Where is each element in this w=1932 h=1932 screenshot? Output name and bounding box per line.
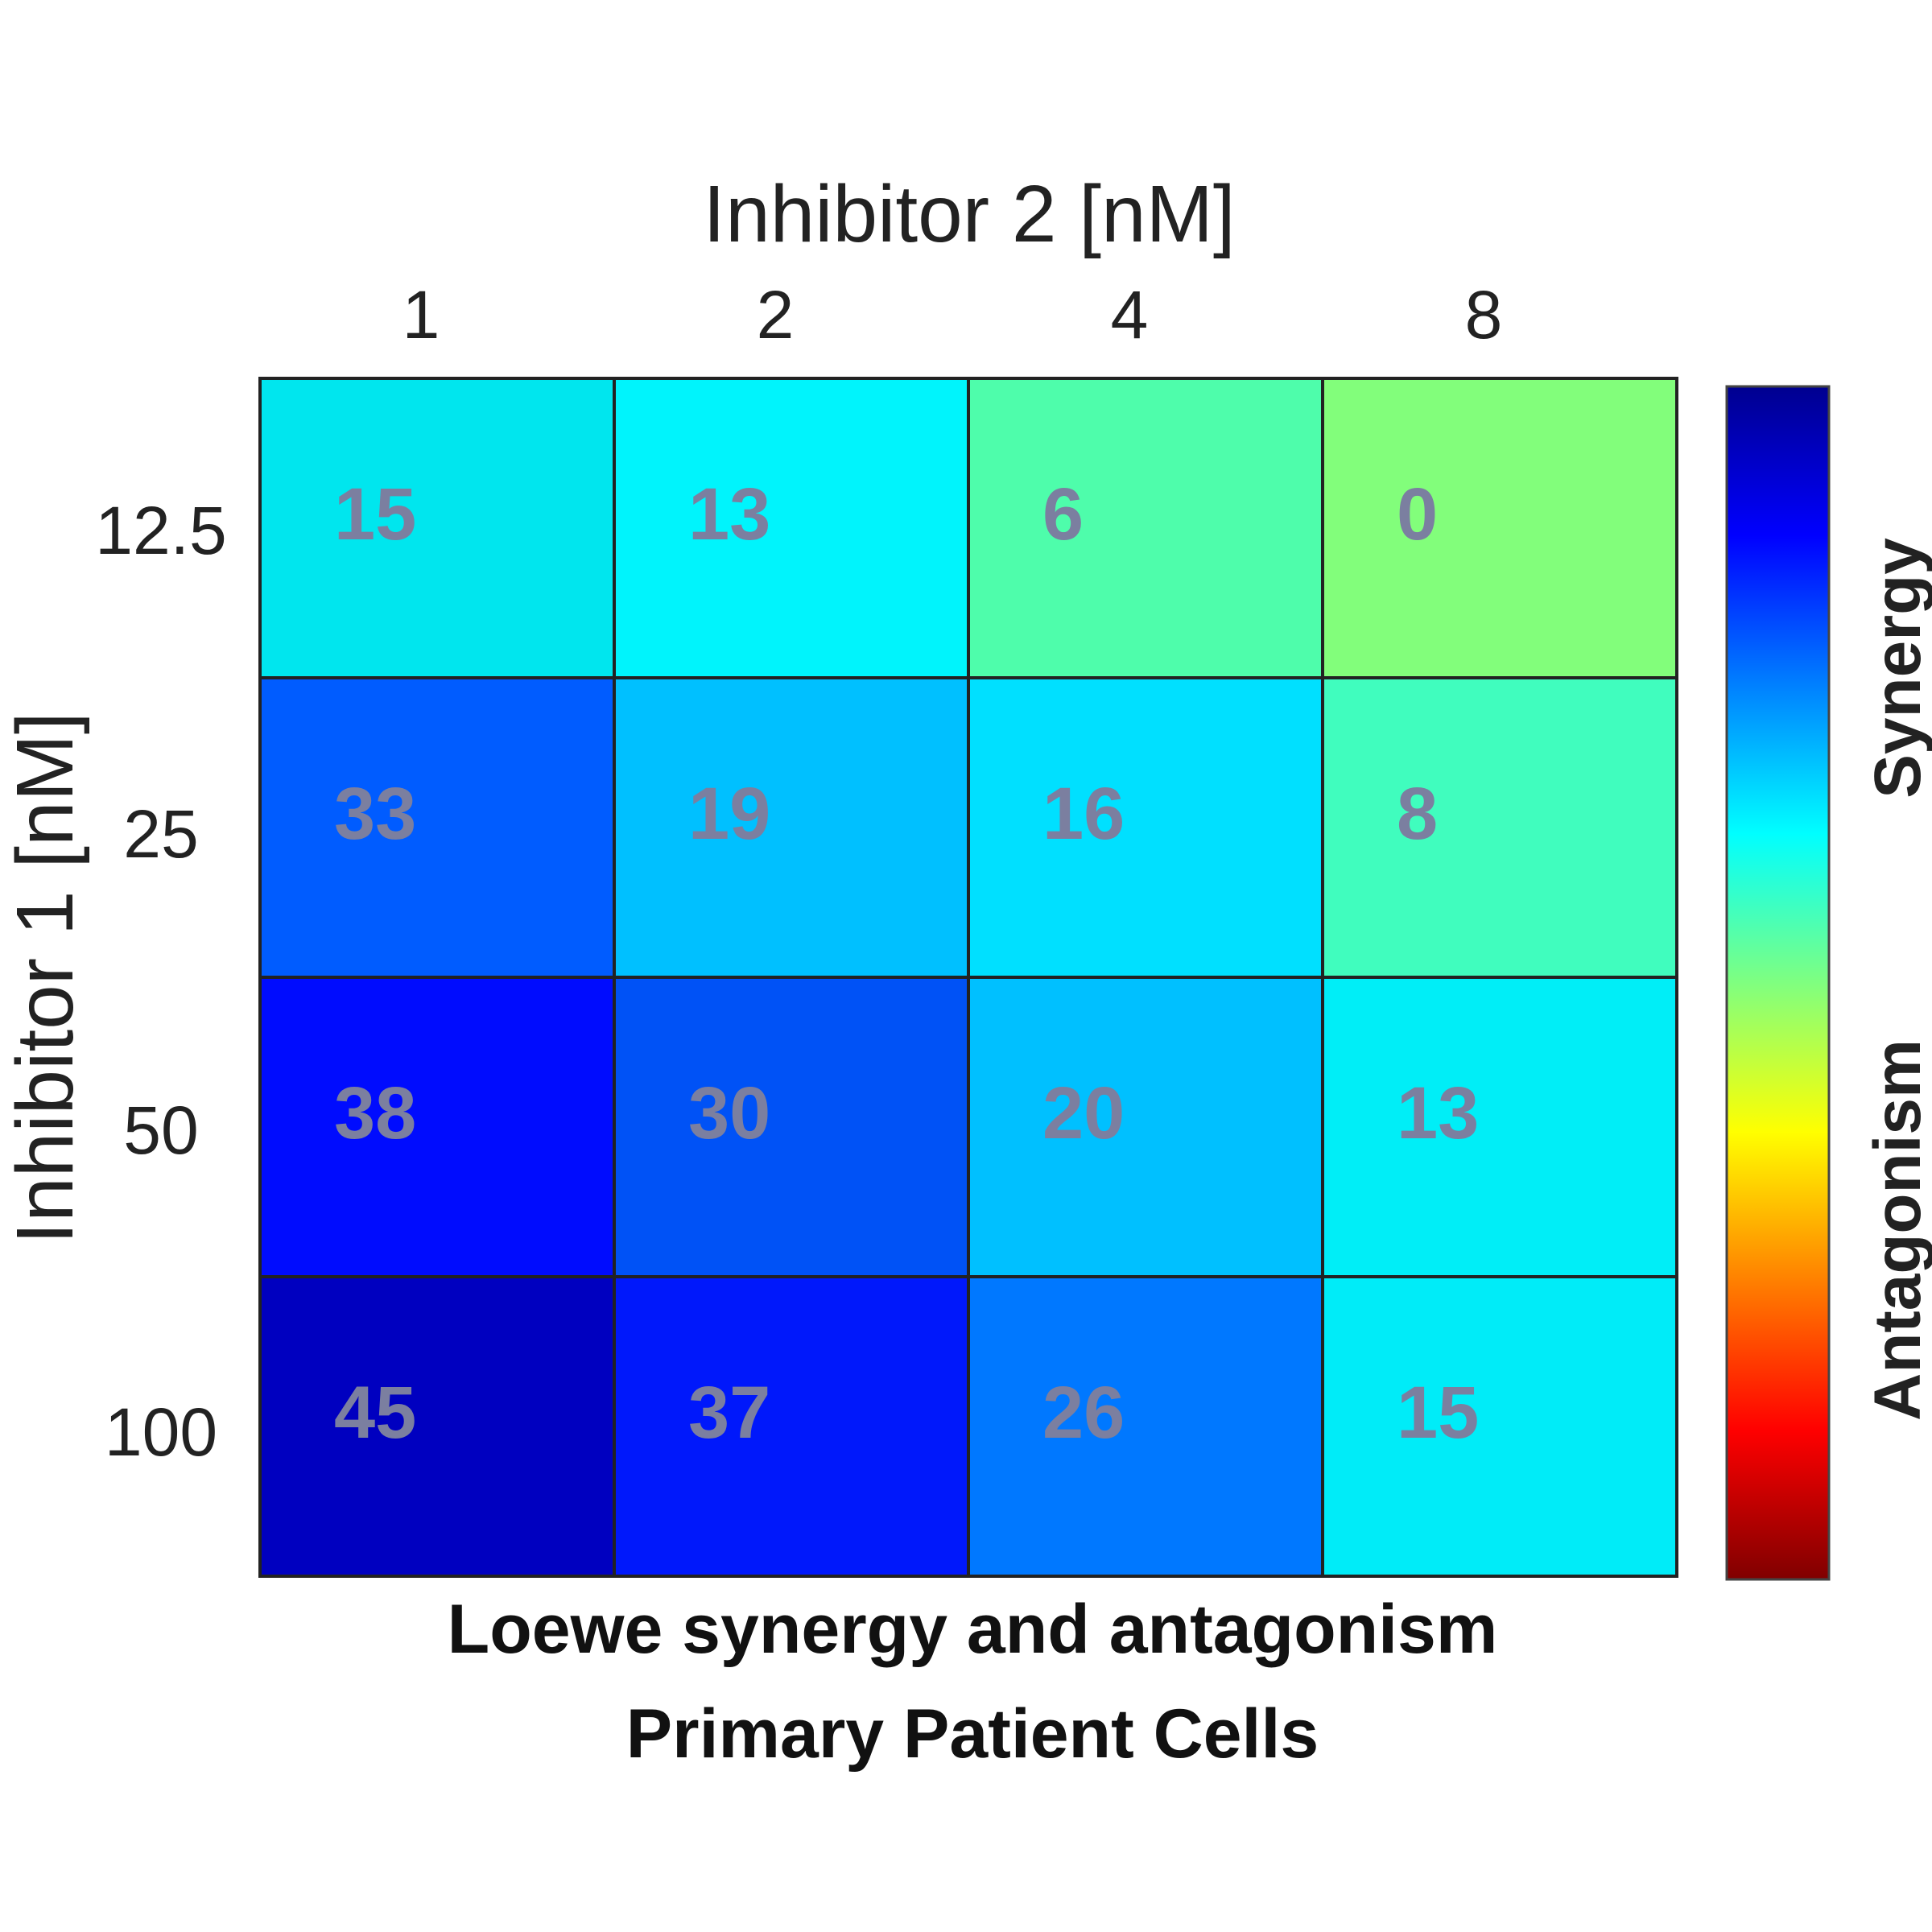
caption-line-2: Primary Patient Cells [626,1695,1319,1773]
cell-value-label: 8 [1397,773,1438,855]
y-axis-label: Inhibitor 1 [nM] [0,712,90,1244]
heatmap-cell-r3-c0 [258,1275,616,1578]
heatmap-cell-r1-c2 [967,676,1324,979]
cell-value-label: 33 [334,773,416,855]
y-tick-labels: 12.5 25 50 100 [95,493,227,1470]
colorbar-label-antagonism: Antagonism [1861,1039,1932,1421]
cell-value-label: 16 [1042,773,1125,855]
heatmap-cell-r3-c2 [967,1275,1324,1578]
cell-value-label: 19 [688,773,770,855]
colorbar [1725,385,1831,1581]
heatmap-cell-r1-c0 [258,676,616,979]
x-tick-label: 1 [402,277,440,353]
cell-value-label: 0 [1397,473,1438,555]
cell-value-label: 30 [688,1072,770,1154]
cell-value-label: 15 [334,473,416,555]
x-tick-label: 8 [1465,277,1503,353]
y-tick-label: 100 [105,1394,217,1470]
heatmap-cell-r0-c2 [967,377,1324,679]
cell-value-label: 38 [334,1072,416,1154]
heatmap-cell-r1-c3 [1321,676,1678,979]
caption-line-1: Loewe synergy and antagonism [448,1591,1498,1668]
x-axis-label: Inhibitor 2 [nM] [703,169,1235,259]
x-tick-label: 2 [757,277,795,353]
cell-value-label: 13 [688,473,770,555]
heatmap-cell-r0-c0 [258,377,616,679]
heatmap-cell-r2-c1 [613,976,970,1278]
cell-value-label: 15 [1397,1372,1479,1454]
y-tick-label: 25 [123,796,198,872]
heatmap-cell-r0-c1 [613,377,970,679]
y-tick-label: 12.5 [95,493,227,568]
heatmap-cell-r2-c2 [967,976,1324,1278]
cell-value-label: 45 [334,1372,416,1454]
cell-value-label: 6 [1042,473,1084,555]
y-tick-label: 50 [123,1092,198,1168]
heatmap-cell-r2-c0 [258,976,616,1278]
heatmap-cell-r3-c3 [1321,1275,1678,1578]
heatmap-cells: 15 13 6 0 33 19 16 8 38 30 20 13 45 37 26 15 [258,377,1678,1578]
x-tick-label: 4 [1111,277,1149,353]
heatmap-cell-r3-c1 [613,1275,970,1578]
x-tick-labels: 1 2 4 8 [402,277,1503,353]
heatmap-cell-r1-c1 [613,676,970,979]
cell-value-label: 13 [1397,1072,1479,1154]
colorbar-label-synergy: Synergy [1861,538,1932,799]
heatmap-cell-r0-c3 [1321,377,1678,679]
heatmap-cell-r2-c3 [1321,976,1678,1278]
cell-value-label: 20 [1042,1072,1125,1154]
cell-value-label: 37 [688,1372,770,1454]
cell-value-label: 26 [1042,1372,1125,1454]
